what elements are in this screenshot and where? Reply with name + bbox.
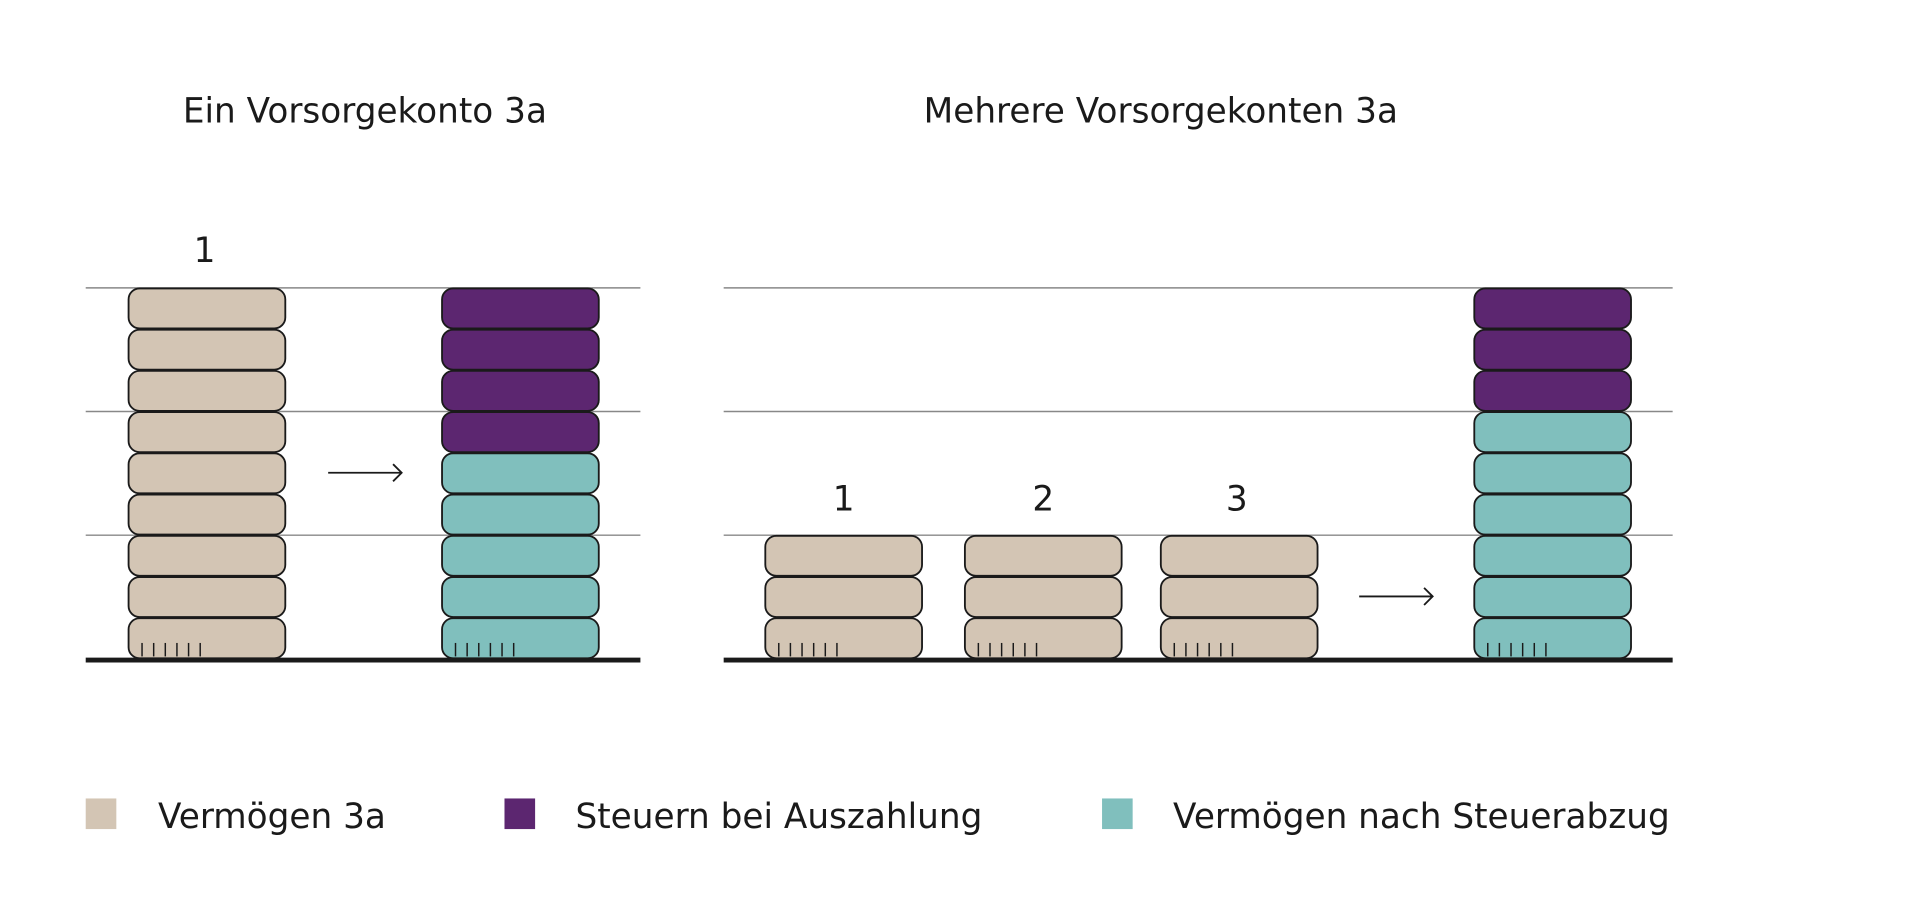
title-single-account: Ein Vorsorgekonto 3a <box>183 92 547 132</box>
account-label: 2 <box>1032 480 1054 520</box>
block <box>764 534 923 577</box>
block <box>1473 287 1632 330</box>
block <box>1473 411 1632 454</box>
block <box>1473 617 1632 660</box>
block <box>127 328 287 371</box>
block <box>127 576 287 618</box>
block <box>441 617 600 660</box>
block <box>1159 534 1319 577</box>
block <box>441 576 600 618</box>
block <box>1473 534 1632 577</box>
block <box>441 369 600 412</box>
block <box>963 576 1123 618</box>
title-multiple-accounts: Mehrere Vorsorgekonten 3a <box>924 92 1398 132</box>
block <box>127 493 287 536</box>
block <box>1159 576 1319 618</box>
block <box>963 534 1123 577</box>
account-label: 1 <box>194 231 216 271</box>
block <box>441 493 600 536</box>
legend-swatch-nach-steuer <box>1102 798 1133 830</box>
legend-swatch-steuern <box>504 798 536 830</box>
legend-label: Vermögen 3a <box>158 797 386 837</box>
block <box>764 617 923 660</box>
block <box>764 576 923 618</box>
block <box>127 534 287 577</box>
block <box>1473 493 1632 536</box>
block <box>127 287 287 330</box>
block <box>963 617 1123 660</box>
arrow-icon <box>392 463 403 482</box>
block <box>441 452 600 495</box>
block <box>1473 576 1632 618</box>
block <box>1473 452 1632 495</box>
block <box>441 287 600 330</box>
blocks <box>127 287 1632 660</box>
legend-label: Vermögen nach Steuerabzug <box>1173 797 1670 837</box>
legend-swatch-vermoegen <box>85 798 117 830</box>
block <box>1473 328 1632 371</box>
block <box>441 328 600 371</box>
block <box>127 452 287 495</box>
arrow-icon <box>1423 587 1434 606</box>
block <box>127 411 287 454</box>
account-label: 3 <box>1226 480 1248 520</box>
legend-label: Steuern bei Auszahlung <box>576 797 983 837</box>
block <box>1473 369 1632 412</box>
legend: Vermögen 3a Steuern bei Auszahlung Vermö… <box>85 797 1670 837</box>
block <box>441 534 600 577</box>
block <box>1159 617 1319 660</box>
block <box>127 617 287 660</box>
block <box>127 369 287 412</box>
block <box>441 411 600 454</box>
account-label: 1 <box>833 480 855 520</box>
